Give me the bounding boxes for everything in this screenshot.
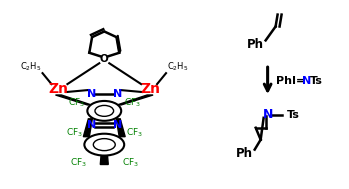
Text: Ts: Ts	[310, 76, 322, 86]
Text: N: N	[113, 89, 122, 99]
Text: CF$_3$: CF$_3$	[122, 156, 139, 169]
Text: N: N	[113, 120, 122, 130]
Text: CF$_3$: CF$_3$	[126, 126, 143, 139]
Ellipse shape	[84, 134, 124, 156]
Polygon shape	[117, 35, 121, 53]
Text: CF$_3$: CF$_3$	[66, 126, 83, 139]
Text: Zn: Zn	[140, 82, 160, 96]
Text: CF$_3$: CF$_3$	[124, 97, 141, 109]
Polygon shape	[117, 95, 153, 105]
Text: CF$_3$: CF$_3$	[70, 156, 87, 169]
Text: PhI=: PhI=	[276, 76, 305, 86]
Text: N: N	[87, 89, 96, 99]
Polygon shape	[83, 119, 92, 137]
Text: N: N	[87, 120, 96, 130]
Polygon shape	[55, 95, 91, 105]
Text: Zn: Zn	[49, 82, 68, 96]
Text: CF$_3$: CF$_3$	[68, 97, 85, 109]
Text: N: N	[262, 108, 273, 121]
Text: Ph: Ph	[247, 38, 264, 51]
Text: N: N	[303, 76, 312, 86]
Text: C$_2$H$_5$: C$_2$H$_5$	[167, 61, 189, 74]
Ellipse shape	[87, 101, 121, 121]
Text: Ts: Ts	[287, 110, 299, 120]
Text: O: O	[100, 54, 109, 64]
Text: Ph: Ph	[236, 147, 253, 160]
Text: C$_2$H$_5$: C$_2$H$_5$	[20, 61, 41, 74]
Polygon shape	[100, 153, 108, 164]
Polygon shape	[116, 119, 125, 137]
